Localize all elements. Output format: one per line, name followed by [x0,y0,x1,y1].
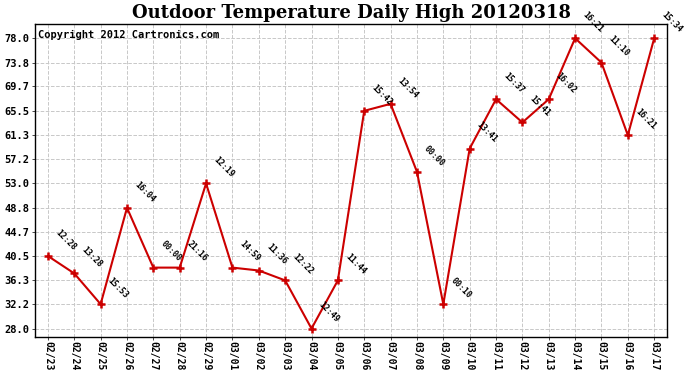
Text: 13:41: 13:41 [475,120,500,144]
Text: 21:16: 21:16 [185,239,209,264]
Text: 11:36: 11:36 [264,242,288,266]
Text: 00:00: 00:00 [422,144,446,168]
Text: 16:02: 16:02 [554,71,578,95]
Text: 00:00: 00:00 [159,239,183,264]
Text: 12:28: 12:28 [53,228,77,252]
Text: 12:22: 12:22 [290,252,315,276]
Text: 13:54: 13:54 [396,76,420,100]
Text: 11:10: 11:10 [607,34,631,58]
Text: 15:41: 15:41 [528,94,552,118]
Text: 12:49: 12:49 [317,300,341,324]
Text: 16:04: 16:04 [132,180,157,204]
Text: 11:44: 11:44 [344,252,368,276]
Text: 14:59: 14:59 [238,239,262,264]
Text: Copyright 2012 Cartronics.com: Copyright 2012 Cartronics.com [38,30,219,40]
Text: 16:21: 16:21 [633,107,658,131]
Text: 15:42: 15:42 [370,82,394,106]
Text: 12:19: 12:19 [212,155,236,179]
Text: 15:34: 15:34 [660,10,684,34]
Text: 15:53: 15:53 [106,276,130,300]
Text: 00:10: 00:10 [449,276,473,300]
Text: 13:28: 13:28 [80,245,104,269]
Text: 16:21: 16:21 [581,10,604,34]
Text: 15:37: 15:37 [502,71,526,95]
Title: Outdoor Temperature Daily High 20120318: Outdoor Temperature Daily High 20120318 [132,4,571,22]
